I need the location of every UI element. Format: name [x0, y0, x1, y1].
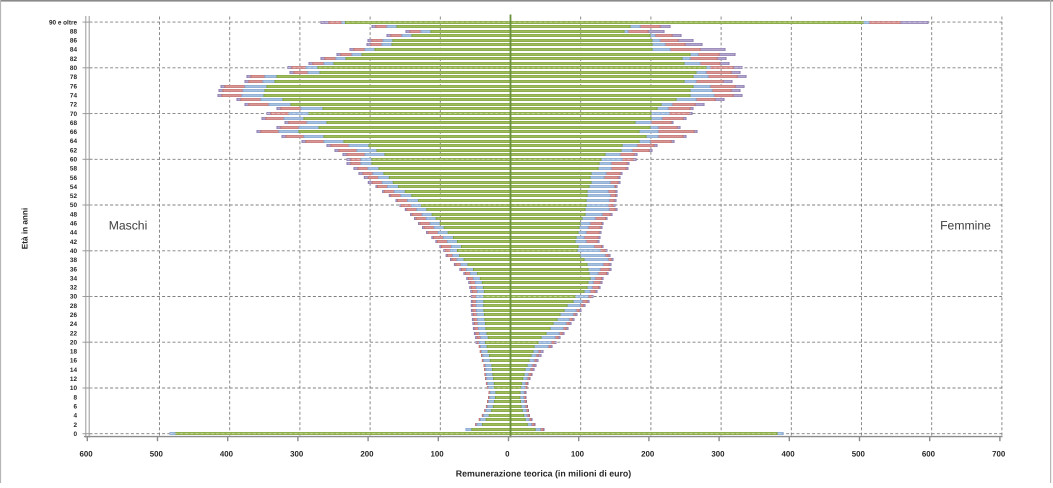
svg-text:28: 28: [70, 303, 78, 310]
svg-text:200: 200: [360, 450, 374, 459]
svg-text:60: 60: [70, 157, 78, 164]
svg-text:62: 62: [70, 147, 78, 154]
svg-text:86: 86: [70, 38, 78, 45]
svg-text:12: 12: [70, 376, 78, 383]
svg-text:600: 600: [922, 450, 936, 459]
svg-text:32: 32: [70, 285, 78, 292]
svg-text:58: 58: [70, 166, 78, 173]
svg-text:22: 22: [70, 330, 78, 337]
svg-text:36: 36: [70, 266, 78, 273]
svg-text:64: 64: [70, 138, 78, 145]
svg-text:42: 42: [70, 239, 78, 246]
svg-text:2: 2: [73, 422, 77, 429]
svg-text:400: 400: [782, 450, 796, 459]
svg-text:0: 0: [73, 431, 77, 438]
svg-text:44: 44: [70, 230, 78, 237]
svg-text:4: 4: [73, 413, 77, 420]
svg-text:50: 50: [70, 202, 78, 209]
svg-text:74: 74: [70, 93, 78, 100]
svg-text:26: 26: [70, 312, 78, 319]
svg-text:500: 500: [852, 450, 866, 459]
svg-text:48: 48: [70, 211, 78, 218]
svg-text:16: 16: [70, 358, 78, 365]
svg-text:14: 14: [70, 367, 78, 374]
svg-text:Maschi: Maschi: [109, 219, 148, 233]
svg-text:80: 80: [70, 65, 78, 72]
svg-text:78: 78: [70, 74, 78, 81]
svg-text:24: 24: [70, 321, 78, 328]
svg-text:40: 40: [70, 248, 78, 255]
svg-text:46: 46: [70, 221, 78, 228]
svg-text:52: 52: [70, 193, 78, 200]
svg-text:30: 30: [70, 294, 78, 301]
svg-text:68: 68: [70, 120, 78, 127]
svg-text:76: 76: [70, 83, 78, 90]
svg-text:18: 18: [70, 349, 78, 356]
svg-text:82: 82: [70, 56, 78, 63]
svg-text:Femmine: Femmine: [940, 219, 991, 233]
svg-text:54: 54: [70, 184, 78, 191]
svg-text:90 e oltre: 90 e oltre: [49, 19, 78, 26]
svg-text:700: 700: [992, 450, 1006, 459]
svg-text:10: 10: [70, 385, 78, 392]
svg-text:600: 600: [80, 450, 94, 459]
svg-text:70: 70: [70, 111, 78, 118]
svg-text:34: 34: [70, 275, 78, 282]
svg-text:6: 6: [73, 404, 77, 411]
svg-text:84: 84: [70, 47, 78, 54]
svg-text:200: 200: [641, 450, 655, 459]
svg-text:Età in anni: Età in anni: [21, 208, 30, 249]
svg-text:72: 72: [70, 102, 78, 109]
svg-text:300: 300: [711, 450, 725, 459]
svg-text:8: 8: [73, 394, 77, 401]
svg-text:100: 100: [571, 450, 585, 459]
svg-text:300: 300: [290, 450, 304, 459]
svg-text:500: 500: [150, 450, 164, 459]
svg-text:88: 88: [70, 28, 78, 35]
svg-text:20: 20: [70, 339, 78, 346]
svg-text:56: 56: [70, 175, 78, 182]
svg-text:400: 400: [220, 450, 234, 459]
svg-text:66: 66: [70, 129, 78, 136]
svg-text:38: 38: [70, 257, 78, 264]
svg-text:Remunerazione teorica (in mili: Remunerazione teorica (in milioni di eur…: [456, 469, 632, 479]
svg-text:100: 100: [431, 450, 445, 459]
svg-text:0: 0: [505, 450, 510, 459]
